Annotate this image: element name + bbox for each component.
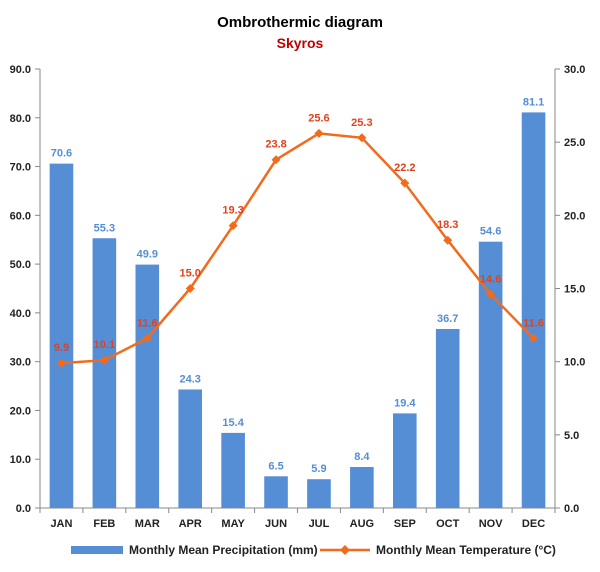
- left-tick-label: 0.0: [16, 503, 31, 515]
- temperature-data-label: 11.6: [523, 317, 544, 329]
- legend-temperature-label: Monthly Mean Temperature (°C): [376, 543, 556, 557]
- temperature-point: [142, 333, 152, 343]
- temperature-point: [314, 128, 324, 138]
- precipitation-bar: [307, 479, 331, 508]
- temperature-point: [486, 289, 496, 299]
- temperature-data-label: 9.9: [54, 342, 69, 354]
- precipitation-data-label: 36.7: [437, 313, 458, 325]
- x-tick-label: JAN: [50, 518, 72, 530]
- precipitation-data-label: 15.4: [222, 417, 244, 429]
- right-tick-label: 25.0: [564, 137, 585, 149]
- chart-title: Ombrothermic diagram: [217, 14, 383, 31]
- temperature-point: [357, 133, 367, 143]
- legend: Monthly Mean Precipitation (mm) Monthly M…: [71, 543, 556, 557]
- x-tick-label: DEC: [522, 518, 545, 530]
- precipitation-data-label: 19.4: [394, 397, 416, 409]
- x-tick-label: NOV: [479, 518, 504, 530]
- precipitation-bar: [221, 432, 245, 508]
- legend-precipitation-swatch: [71, 546, 123, 554]
- precipitation-bar: [392, 413, 417, 508]
- temperature-point: [443, 235, 453, 245]
- precipitation-bars: 70.6 55.3 49.9 24.3 15.4 6.5 5.9 8.4 19.4 36.7 54.…: [49, 96, 546, 508]
- x-tick-label: MAY: [221, 518, 245, 530]
- temperature-data-label: 18.3: [437, 219, 458, 231]
- x-tick-label: APR: [179, 518, 202, 530]
- precipitation-data-label: 6.5: [268, 460, 283, 472]
- temperature-point: [400, 178, 410, 188]
- temperature-data-label: 15.0: [179, 268, 200, 280]
- left-tick-label: 10.0: [10, 454, 31, 466]
- precipitation-bar: [478, 241, 503, 508]
- x-tick-label: JUL: [309, 518, 330, 530]
- precipitation-data-label: 55.3: [94, 222, 115, 234]
- x-tick-label: SEP: [394, 518, 416, 530]
- temperature-point: [185, 284, 195, 293]
- left-tick-label: 30.0: [10, 357, 31, 369]
- precipitation-data-label: 8.4: [354, 451, 370, 463]
- temperature-data-label: 19.3: [222, 205, 243, 217]
- x-tick-label: AUG: [350, 518, 374, 530]
- right-tick-label: 30.0: [564, 64, 585, 76]
- left-tick-label: 40.0: [10, 308, 31, 320]
- temperature-line: 9.9 10.1 11.6 15.0 19.3 23.8 25.6 25.3 22.2 18.3 1…: [54, 112, 544, 368]
- temperature-data-label: 25.3: [351, 117, 372, 129]
- left-tick-label: 60.0: [10, 210, 31, 222]
- precipitation-data-label: 49.9: [137, 249, 158, 261]
- right-tick-label: 20.0: [564, 210, 585, 222]
- right-tick-label: 5.0: [564, 430, 579, 442]
- left-tick-label: 80.0: [10, 113, 31, 125]
- precipitation-data-label: 70.6: [51, 148, 72, 160]
- temperature-series-line: [61, 132, 535, 365]
- right-tick-label: 10.0: [564, 357, 585, 369]
- precipitation-bar: [521, 112, 546, 508]
- x-tick-label: OCT: [436, 518, 460, 530]
- temperature-data-label: 14.6: [480, 273, 501, 285]
- precipitation-bar: [135, 264, 160, 508]
- temperature-point: [271, 155, 281, 165]
- temperature-point: [99, 355, 109, 365]
- x-tick-label: JUN: [265, 518, 287, 530]
- x-tick-label: FEB: [93, 518, 115, 530]
- precipitation-data-label: 54.6: [480, 226, 501, 238]
- legend-temperature-marker: [340, 545, 350, 555]
- temperature-point: [228, 221, 238, 231]
- temperature-point: [56, 358, 66, 368]
- precipitation-data-label: 81.1: [523, 96, 544, 108]
- axes: 0.0 10.0 20.0 30.0 40.0 50.0 60.0 70.0 80.0 90.0 0…: [10, 64, 586, 530]
- temperature-data-label: 10.1: [94, 339, 115, 351]
- precipitation-bar: [49, 163, 74, 508]
- temperature-data-label: 22.2: [394, 162, 415, 174]
- temperature-data-label: 25.6: [308, 112, 329, 124]
- left-tick-label: 20.0: [10, 405, 31, 417]
- precipitation-bar: [92, 238, 117, 508]
- chart-subtitle: Skyros: [277, 35, 324, 51]
- legend-precipitation-label: Monthly Mean Precipitation (mm): [129, 543, 318, 557]
- x-tick-label: MAR: [135, 518, 160, 530]
- left-tick-label: 50.0: [10, 259, 31, 271]
- precipitation-bar: [350, 467, 374, 508]
- precipitation-bar: [435, 328, 460, 508]
- temperature-point: [529, 333, 539, 343]
- temperature-data-label: 11.6: [137, 317, 158, 329]
- left-tick-label: 90.0: [10, 64, 31, 76]
- precipitation-bar: [264, 476, 288, 508]
- precipitation-data-label: 5.9: [311, 463, 326, 475]
- right-tick-label: 15.0: [564, 284, 585, 296]
- temperature-data-label: 23.8: [265, 139, 286, 151]
- precipitation-data-label: 24.3: [179, 373, 200, 385]
- right-tick-label: 0.0: [564, 503, 579, 515]
- precipitation-bar: [178, 389, 203, 508]
- left-tick-label: 70.0: [10, 162, 31, 174]
